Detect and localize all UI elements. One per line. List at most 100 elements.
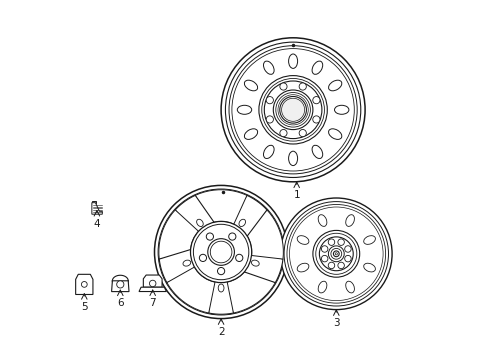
Circle shape: [333, 251, 339, 257]
Ellipse shape: [318, 281, 326, 293]
Circle shape: [81, 282, 87, 287]
Polygon shape: [227, 267, 275, 313]
Polygon shape: [139, 287, 166, 292]
Ellipse shape: [328, 80, 341, 91]
Circle shape: [210, 241, 231, 263]
Ellipse shape: [311, 145, 322, 158]
Polygon shape: [166, 267, 215, 313]
Circle shape: [264, 81, 321, 139]
Polygon shape: [159, 249, 199, 283]
Circle shape: [337, 239, 344, 246]
Polygon shape: [92, 203, 102, 214]
Ellipse shape: [363, 263, 375, 272]
Circle shape: [154, 185, 287, 319]
Ellipse shape: [263, 61, 274, 75]
Circle shape: [284, 202, 387, 306]
Ellipse shape: [237, 105, 251, 114]
Ellipse shape: [328, 129, 341, 139]
Circle shape: [299, 83, 305, 90]
Circle shape: [279, 96, 306, 123]
Circle shape: [289, 207, 382, 301]
Circle shape: [327, 262, 334, 269]
Circle shape: [273, 90, 312, 130]
Ellipse shape: [263, 145, 274, 158]
Circle shape: [312, 230, 359, 277]
Circle shape: [228, 46, 356, 174]
Polygon shape: [243, 210, 283, 259]
Ellipse shape: [345, 215, 354, 226]
Text: 6: 6: [117, 298, 123, 308]
Polygon shape: [143, 275, 162, 287]
Text: 7: 7: [149, 298, 156, 308]
Ellipse shape: [288, 151, 297, 166]
Circle shape: [321, 255, 327, 262]
Ellipse shape: [318, 215, 326, 226]
Polygon shape: [195, 190, 246, 224]
Circle shape: [149, 280, 156, 287]
Circle shape: [279, 130, 286, 137]
Circle shape: [117, 281, 123, 288]
Ellipse shape: [334, 105, 348, 114]
Ellipse shape: [297, 236, 308, 244]
Text: 2: 2: [217, 327, 224, 337]
Circle shape: [277, 95, 307, 125]
Circle shape: [279, 83, 286, 90]
Circle shape: [319, 237, 352, 271]
Ellipse shape: [251, 260, 259, 266]
Circle shape: [265, 116, 273, 123]
Polygon shape: [91, 201, 96, 203]
Circle shape: [207, 239, 234, 265]
Circle shape: [321, 246, 327, 252]
Circle shape: [225, 42, 360, 177]
Circle shape: [335, 253, 337, 255]
Ellipse shape: [345, 281, 354, 293]
Circle shape: [344, 255, 350, 262]
Ellipse shape: [297, 263, 308, 272]
Polygon shape: [242, 249, 283, 283]
Circle shape: [344, 246, 350, 252]
Circle shape: [312, 96, 319, 104]
Polygon shape: [175, 195, 215, 238]
Polygon shape: [111, 281, 129, 292]
Circle shape: [286, 204, 385, 303]
Circle shape: [337, 262, 344, 269]
Text: 3: 3: [332, 318, 339, 328]
Circle shape: [235, 254, 243, 261]
Circle shape: [281, 98, 304, 121]
Text: 1: 1: [293, 190, 300, 200]
Circle shape: [231, 49, 354, 171]
Circle shape: [221, 38, 365, 182]
Circle shape: [193, 224, 248, 280]
Circle shape: [261, 78, 324, 141]
Circle shape: [258, 76, 326, 144]
Ellipse shape: [183, 260, 190, 266]
Circle shape: [330, 248, 341, 259]
Ellipse shape: [218, 284, 224, 292]
Circle shape: [275, 93, 310, 127]
Polygon shape: [208, 278, 233, 314]
Ellipse shape: [244, 80, 257, 91]
Ellipse shape: [244, 129, 257, 139]
Ellipse shape: [311, 61, 322, 75]
Circle shape: [315, 233, 356, 274]
Ellipse shape: [363, 236, 375, 244]
Text: 4: 4: [93, 219, 100, 229]
Ellipse shape: [239, 219, 245, 226]
Circle shape: [158, 189, 284, 315]
Circle shape: [312, 116, 319, 123]
Circle shape: [328, 246, 344, 262]
Circle shape: [299, 130, 305, 137]
Ellipse shape: [288, 54, 297, 68]
Circle shape: [206, 233, 213, 240]
Polygon shape: [226, 195, 266, 238]
Circle shape: [280, 198, 391, 310]
Ellipse shape: [196, 219, 203, 226]
Circle shape: [265, 96, 273, 104]
Polygon shape: [76, 274, 93, 294]
Circle shape: [228, 233, 235, 240]
Circle shape: [199, 254, 206, 261]
Circle shape: [190, 221, 251, 283]
Circle shape: [217, 267, 224, 275]
Polygon shape: [159, 210, 198, 259]
Text: 5: 5: [81, 302, 87, 312]
